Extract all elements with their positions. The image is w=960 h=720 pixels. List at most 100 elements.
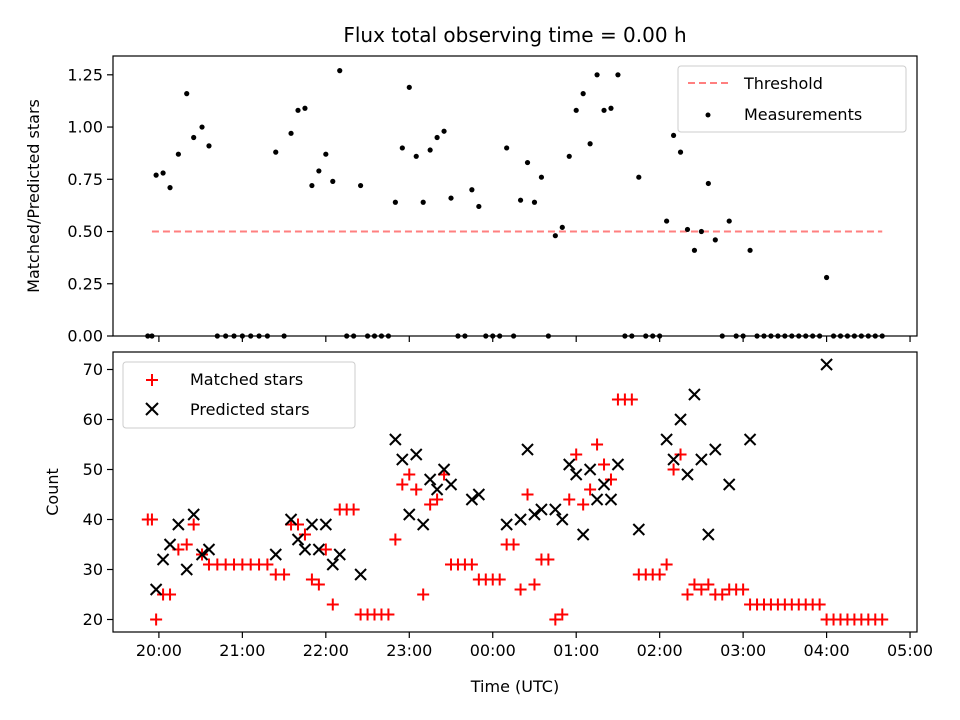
matched-star-point [417,588,430,601]
predicted-star-point [563,458,576,471]
matched-star-point [396,478,409,491]
measurement-point [441,128,447,134]
measurement-point [524,159,531,166]
measurement-point [823,274,830,281]
predicted-star-point [430,483,444,496]
measurement-point [427,147,433,153]
measurement-point [580,91,586,97]
matched-star-point [187,518,200,531]
matched-star-point [403,468,416,481]
measurement-points-layer [145,68,885,339]
measurement-point [705,180,711,187]
matched-star-point [591,438,604,451]
matched-star-point [326,598,339,611]
predicted-star-point [423,473,437,486]
count-y-tick-label: 50 [83,460,103,479]
matched-star-point [563,493,576,506]
predicted-star-point [163,538,177,551]
matched-star-point [431,493,444,506]
measurement-point [392,199,398,205]
ratio-y-tick-label: 0.00 [67,327,103,346]
matched-star-point [145,513,158,526]
measurement-point [691,247,698,253]
matched-star-point [493,573,506,586]
predicted-stars-legend-swatch [145,402,159,416]
matched-star-point [660,558,673,571]
predicted-star-point [319,518,333,531]
predicted-star-point [674,413,687,426]
matched-star-point [604,473,617,486]
matched-star-point [347,503,360,516]
measurement-point [153,172,159,178]
count-plot-y-ticks: 20 30 40 50 60 70 [83,360,113,629]
predicted-star-point [556,513,569,526]
matched-star-point [681,588,694,601]
predicted-star-point [514,513,527,526]
predicted-star-point [604,493,618,506]
measurement-point [323,151,329,157]
predicted-star-point [396,453,409,466]
measurement-point [337,68,343,74]
measurement-point [664,218,670,224]
ratio-y-tick-label: 0.25 [67,274,103,293]
measurement-point [399,145,405,151]
measurement-point [357,182,364,189]
matched-star-point [813,598,826,611]
count-y-tick-label: 20 [83,610,103,629]
measurement-point [184,91,190,97]
predicted-star-point [180,563,193,576]
count-plot-panel: 20 30 40 50 60 70 20:00 21:00 22:00 23:00 00:00 01… [43,351,933,696]
count-y-tick-label: 40 [83,510,103,529]
matched-stars-legend-swatch [146,374,158,386]
predicted-star-point [465,493,479,506]
matched-star-point [514,583,527,596]
measurement-point [601,107,607,113]
measurement-point [504,145,510,151]
measurement-point [476,203,482,210]
measurement-point [531,199,538,205]
measurement-point [199,124,205,130]
matched-star-point [556,608,569,621]
measurements-legend-swatch [705,112,711,118]
matched-star-point [570,448,583,461]
predicted-star-point [569,468,583,481]
predicted-star-point [743,433,757,446]
predicted-star-point [695,453,708,466]
ratio-plot-y-axis-label: Matched/Predicted stars [24,99,43,293]
count-points-layer [141,358,889,626]
count-x-tick-label: 00:00 [470,641,516,660]
measurement-point [517,197,524,203]
ratio-y-tick-label: 0.75 [67,170,103,189]
matched-star-point [389,533,402,546]
predicted-star-point [660,433,673,446]
matched-star-point [382,608,395,621]
measurement-point [302,105,308,111]
measurement-point [316,168,322,174]
matched-star-point [716,588,729,601]
figure-title: Flux total observing time = 0.00 h [343,23,686,47]
matched-star-point [584,483,597,496]
matched-star-point [528,578,541,591]
measurement-point [566,153,572,159]
predicted-star-point [681,468,694,481]
count-x-tick-label: 20:00 [136,641,182,660]
count-x-tick-label: 21:00 [219,641,265,660]
count-x-tick-label: 01:00 [553,641,599,660]
measurement-point [413,153,419,159]
matched-star-point [549,613,562,626]
ratio-plot-x-ticks [158,336,911,342]
matched-star-point [521,488,534,501]
measurement-point [448,195,454,201]
predicted-star-point [500,518,513,531]
matched-stars-legend-label: Matched stars [190,370,303,389]
predicted-star-point [444,478,458,491]
matched-star-point [278,568,291,581]
matched-star-point [542,553,555,566]
count-plot-legend: Matched stars Predicted stars [122,361,356,429]
measurement-point [167,185,173,191]
predicted-star-point [326,558,339,571]
predicted-star-point [333,548,346,561]
measurement-point [747,247,753,253]
measurement-point [552,233,558,239]
